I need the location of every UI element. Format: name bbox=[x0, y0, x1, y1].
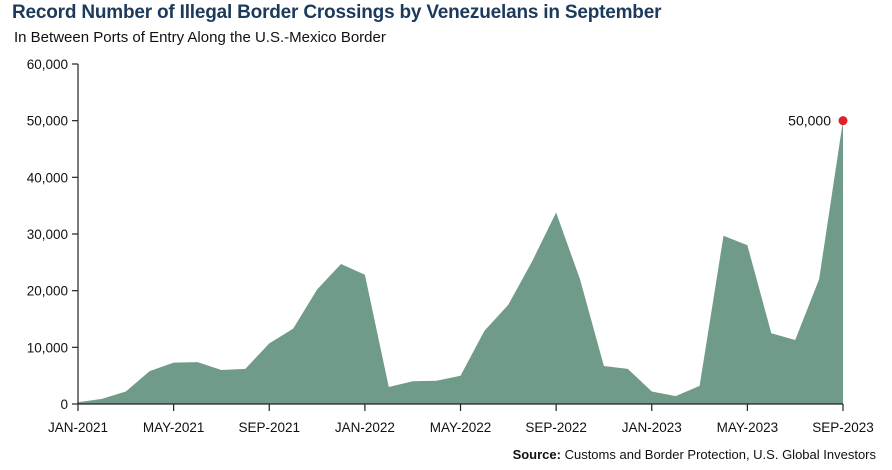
x-tick-label: MAY-2021 bbox=[143, 420, 205, 435]
y-tick-label: 50,000 bbox=[27, 114, 68, 129]
x-tick-label: SEP-2022 bbox=[525, 420, 587, 435]
y-tick-label: 40,000 bbox=[27, 170, 68, 185]
y-tick-label: 0 bbox=[60, 397, 68, 412]
data-label: 50,000 bbox=[788, 113, 831, 129]
source-note: Source: Customs and Border Protection, U… bbox=[513, 447, 876, 462]
x-tick-label: JAN-2023 bbox=[622, 420, 682, 435]
x-tick-label: SEP-2023 bbox=[812, 420, 874, 435]
chart-title: Record Number of Illegal Border Crossing… bbox=[12, 2, 662, 23]
x-tick-label: JAN-2021 bbox=[48, 420, 108, 435]
chart-subtitle: In Between Ports of Entry Along the U.S.… bbox=[14, 29, 386, 46]
y-tick-label: 30,000 bbox=[27, 227, 68, 242]
x-tick-label: MAY-2022 bbox=[430, 420, 492, 435]
x-tick-label: SEP-2021 bbox=[238, 420, 300, 435]
y-tick-label: 10,000 bbox=[27, 340, 68, 355]
x-tick-label: JAN-2022 bbox=[335, 420, 395, 435]
y-tick-label: 60,000 bbox=[27, 57, 68, 72]
x-tick-label: MAY-2023 bbox=[717, 420, 779, 435]
source-text: Customs and Border Protection, U.S. Glob… bbox=[560, 447, 876, 462]
area-series bbox=[78, 120, 843, 404]
source-prefix: Source: bbox=[512, 447, 561, 462]
highlight-point bbox=[838, 116, 848, 126]
y-tick-label: 20,000 bbox=[27, 284, 68, 299]
